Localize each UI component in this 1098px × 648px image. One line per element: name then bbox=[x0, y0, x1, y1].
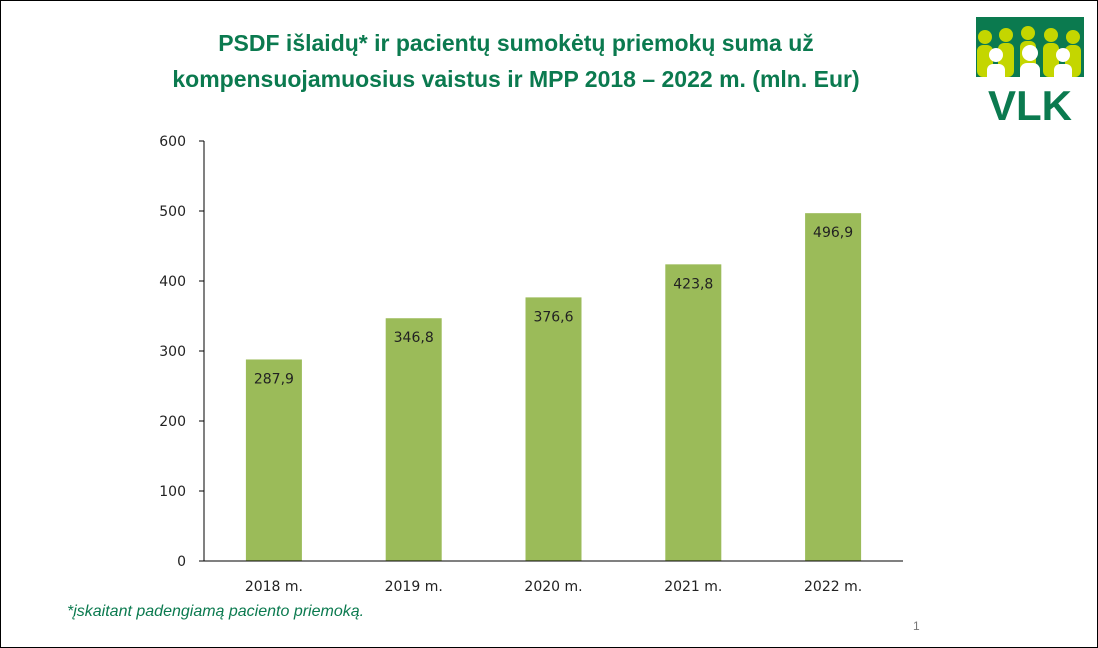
bar bbox=[245, 359, 302, 561]
x-category-label: 2019 m. bbox=[385, 579, 443, 595]
slide-title: PSDF išlaidų* ir pacientų sumokėtų priem… bbox=[71, 25, 961, 97]
y-tick-label: 400 bbox=[159, 274, 186, 290]
y-tick-label: 200 bbox=[159, 414, 186, 430]
bar-data-label: 376,6 bbox=[533, 309, 573, 325]
x-category-label: 2021 m. bbox=[664, 579, 722, 595]
y-tick-label: 100 bbox=[159, 484, 186, 500]
bar-data-label: 287,9 bbox=[254, 371, 294, 387]
bar bbox=[385, 318, 442, 561]
bar-chart: 0 100 200 300 400 500 600 287,9 346,8 376,6 423,8… bbox=[159, 134, 903, 595]
title-line-1: PSDF išlaidų* ir pacientų sumokėtų priem… bbox=[218, 30, 814, 56]
x-category-label: 2020 m. bbox=[524, 579, 582, 595]
vlk-logo: VLK bbox=[976, 17, 1084, 123]
bar bbox=[525, 297, 582, 561]
data-labels: 287,9 346,8 376,6 423,8 496,9 bbox=[254, 225, 853, 387]
y-tick-label: 300 bbox=[159, 344, 186, 360]
bar-data-label: 346,8 bbox=[394, 330, 434, 346]
bar-data-label: 423,8 bbox=[673, 276, 713, 292]
bar-data-label: 496,9 bbox=[813, 225, 853, 241]
bar bbox=[805, 213, 862, 562]
bar bbox=[665, 264, 722, 561]
footnote: *įskaitant padengiamą paciento priemoką. bbox=[67, 603, 365, 620]
logo-text: VLK bbox=[988, 82, 1072, 123]
x-category-label: 2022 m. bbox=[804, 579, 862, 595]
y-axis-ticks: 0 100 200 300 400 500 600 bbox=[159, 134, 204, 570]
x-category-label: 2018 m. bbox=[245, 579, 303, 595]
y-tick-label: 0 bbox=[177, 554, 186, 570]
page-number: 1 bbox=[913, 619, 920, 633]
x-axis-labels: 2018 m. 2019 m. 2020 m. 2021 m. 2022 m. bbox=[245, 579, 862, 595]
y-tick-label: 600 bbox=[159, 134, 186, 150]
title-line-2: kompensuojamuosius vaistus ir MPP 2018 –… bbox=[172, 66, 860, 92]
bars bbox=[245, 213, 862, 562]
y-tick-label: 500 bbox=[159, 204, 186, 220]
